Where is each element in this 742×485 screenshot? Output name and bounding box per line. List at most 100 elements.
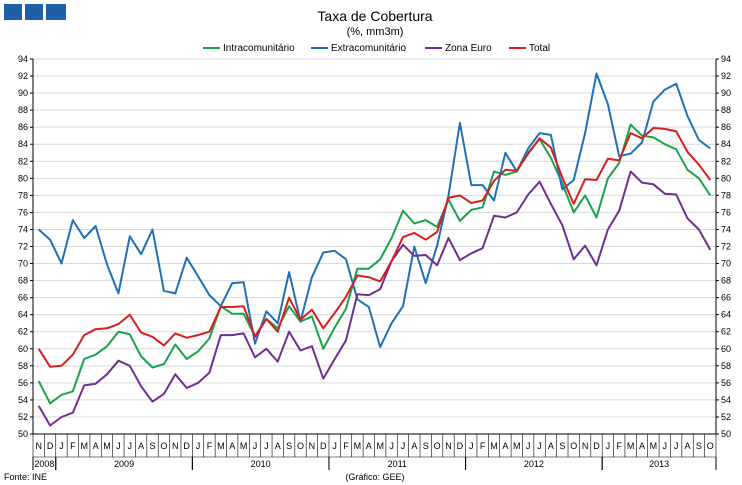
y-tick-label-right: 58 xyxy=(721,361,731,371)
y-tick-label-right: 70 xyxy=(721,259,731,269)
series-line-intracomunitario xyxy=(37,123,712,405)
x-month-label: F xyxy=(70,441,76,451)
x-month-label: J xyxy=(674,441,679,451)
series-lines xyxy=(37,72,712,427)
logo-square-1 xyxy=(4,4,22,20)
x-month-label: S xyxy=(150,441,156,451)
series-line-zona_euro xyxy=(37,170,712,427)
credit-note: (Gráfico: GEE) xyxy=(345,472,404,482)
x-month-label: A xyxy=(502,441,508,451)
x-month-label: J xyxy=(59,441,64,451)
x-month-label: A xyxy=(639,441,645,451)
x-month-label: N xyxy=(35,441,42,451)
y-tick-label-right: 60 xyxy=(721,344,731,354)
chart-subtitle: (%, mm3m) xyxy=(347,26,404,38)
y-tick-label-right: 56 xyxy=(721,378,731,388)
x-month-label: J xyxy=(264,441,269,451)
y-tick-label-left: 76 xyxy=(18,207,28,217)
x-month-label: F xyxy=(616,441,622,451)
x-month-label: S xyxy=(286,441,292,451)
legend-label-intracomunitario: Intracomunitário xyxy=(223,43,295,54)
y-tick-label-right: 84 xyxy=(721,139,731,149)
y-tick-label-left: 72 xyxy=(18,242,28,252)
x-month-label: J xyxy=(128,441,133,451)
y-tick-label-right: 92 xyxy=(721,71,731,81)
x-month-label: J xyxy=(253,441,258,451)
y-tick-label-right: 52 xyxy=(721,412,731,422)
x-month-label: N xyxy=(445,441,452,451)
x-month-label: D xyxy=(47,441,54,451)
y-tick-label-right: 82 xyxy=(721,156,731,166)
x-month-label: A xyxy=(93,441,99,451)
x-year-label: 2012 xyxy=(524,459,544,469)
x-month-label: M xyxy=(103,441,111,451)
x-month-label: S xyxy=(559,441,565,451)
logo-square-2 xyxy=(25,4,43,20)
chart-title: Taxa de Cobertura xyxy=(317,8,432,24)
x-month-label: F xyxy=(343,441,349,451)
y-tick-label-left: 56 xyxy=(18,378,28,388)
x-month-label: O xyxy=(707,441,714,451)
y-tick-label-right: 86 xyxy=(721,122,731,132)
x-month-label: M xyxy=(513,441,521,451)
x-month-label: D xyxy=(593,441,600,451)
x-month-label: J xyxy=(663,441,668,451)
x-month-label: M xyxy=(490,441,498,451)
logo-square-3 xyxy=(46,4,66,20)
y-tick-label-left: 68 xyxy=(18,276,28,286)
x-month-label: D xyxy=(183,441,190,451)
x-month-label: S xyxy=(696,441,702,451)
x-month-label: A xyxy=(229,441,235,451)
x-month-label: D xyxy=(457,441,464,451)
y-tick-label-left: 92 xyxy=(18,71,28,81)
x-month-label: F xyxy=(480,441,486,451)
x-month-label: O xyxy=(160,441,167,451)
y-tick-label-right: 68 xyxy=(721,276,731,286)
y-tick-label-right: 54 xyxy=(721,395,731,405)
x-year-label: 2010 xyxy=(251,459,271,469)
y-tick-label-right: 80 xyxy=(721,173,731,183)
y-tick-label-left: 66 xyxy=(18,293,28,303)
y-tick-label-left: 58 xyxy=(18,361,28,371)
y-tick-label-left: 70 xyxy=(18,259,28,269)
y-tick-label-right: 62 xyxy=(721,327,731,337)
x-month-label: J xyxy=(196,441,201,451)
y-tick-label-left: 64 xyxy=(18,310,28,320)
y-tick-label-left: 94 xyxy=(18,54,28,64)
x-month-label: A xyxy=(366,441,372,451)
x-month-label: A xyxy=(685,441,691,451)
legend-label-total: Total xyxy=(529,43,550,54)
x-month-label: J xyxy=(526,441,531,451)
x-year-label: 2008 xyxy=(34,459,54,469)
y-tick-label-left: 80 xyxy=(18,173,28,183)
x-month-label: J xyxy=(401,441,406,451)
logo xyxy=(4,4,66,20)
x-month-label: M xyxy=(650,441,658,451)
x-month-label: J xyxy=(606,441,611,451)
y-tick-label-right: 72 xyxy=(721,242,731,252)
y-tick-label-right: 74 xyxy=(721,224,731,234)
y-tick-label-left: 84 xyxy=(18,139,28,149)
source-note: Fonte: INE xyxy=(4,472,47,482)
x-month-label: A xyxy=(275,441,281,451)
x-month-label: J xyxy=(116,441,121,451)
legend-label-zona_euro: Zona Euro xyxy=(445,43,492,54)
x-year-label: 2009 xyxy=(114,459,134,469)
x-month-label: M xyxy=(80,441,88,451)
y-tick-label-right: 50 xyxy=(721,429,731,439)
y-tick-label-left: 86 xyxy=(18,122,28,132)
x-month-label: M xyxy=(240,441,248,451)
legend: Intracomunitário Extracomunitário Zona Eur… xyxy=(203,43,550,54)
y-tick-label-right: 78 xyxy=(721,190,731,200)
y-tick-label-left: 90 xyxy=(18,88,28,98)
x-month-label: J xyxy=(332,441,337,451)
x-month-label: S xyxy=(423,441,429,451)
y-axis-right: 50 52 54 56 58 60 62 64 66 68 70 72 74 76 78 80 82 84 86 88… xyxy=(715,54,731,439)
grid xyxy=(33,58,716,435)
x-month-label: O xyxy=(297,441,304,451)
x-year-label: 2011 xyxy=(388,459,407,469)
y-tick-label-right: 88 xyxy=(721,105,731,115)
x-year-label: 2013 xyxy=(649,459,669,469)
